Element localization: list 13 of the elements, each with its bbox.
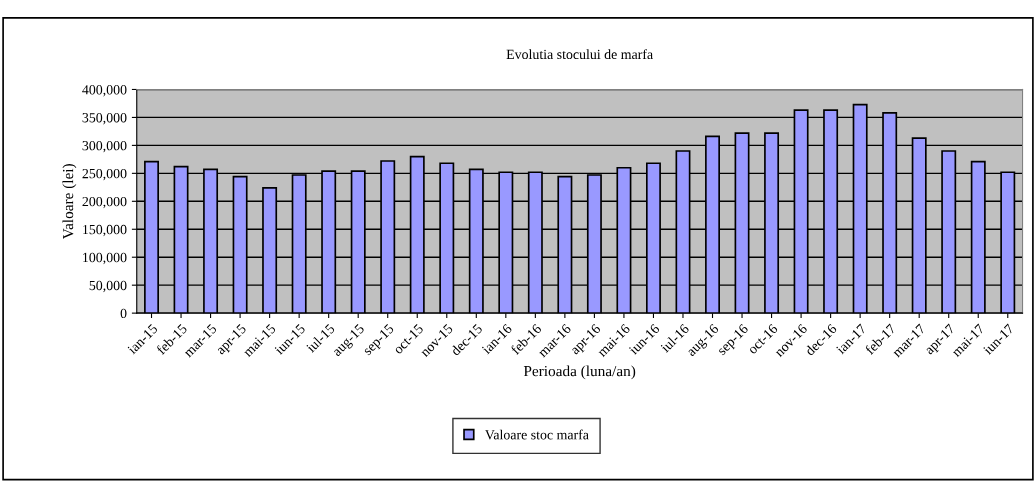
y-tick-label: 350,000	[82, 113, 127, 125]
y-tick-label: 100,000	[83, 252, 127, 265]
y-tick-label: 200,000	[82, 196, 127, 209]
chart-title: Evolutia stocului de marfa	[506, 49, 653, 60]
y-tick-label: 250,000	[82, 168, 127, 181]
y-tick-label: 400,000	[82, 85, 127, 97]
legend-label: Valoare stoc marfa	[485, 429, 589, 440]
y-tick-label: 0	[120, 308, 127, 319]
y-axis-title: Valoare (lei)	[62, 164, 77, 240]
y-tick-label: 300,000	[82, 140, 127, 153]
y-tick-label: 50,000	[89, 280, 127, 293]
y-tick-label: 150,000	[83, 224, 127, 237]
x-axis-title: Perioada (luna/an)	[523, 365, 636, 380]
